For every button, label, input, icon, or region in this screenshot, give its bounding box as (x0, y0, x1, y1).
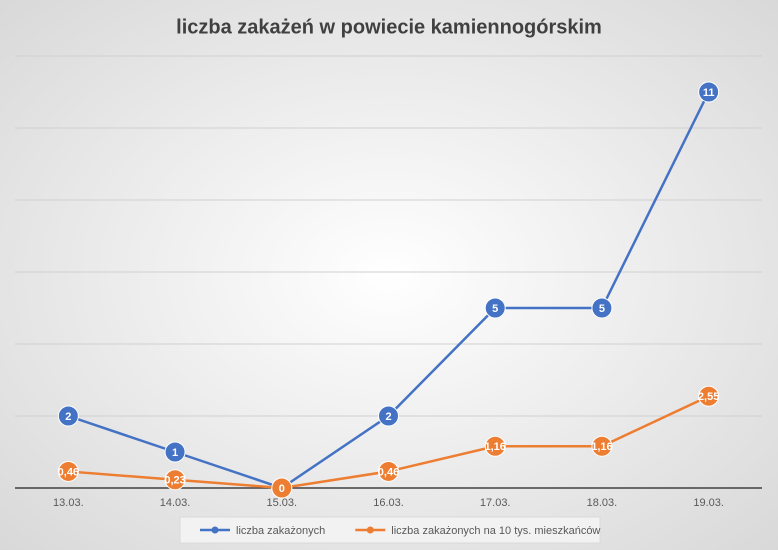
data-point (57, 460, 79, 482)
data-label: 0,46 (58, 466, 79, 478)
data-label: 11 (703, 87, 715, 99)
x-tick-label: 17.03. (480, 497, 511, 509)
data-label: 2 (65, 411, 71, 423)
data-label: 1,16 (485, 441, 506, 453)
data-label: 2,55 (698, 391, 719, 403)
data-point (378, 460, 399, 482)
x-tick-label: 19.03. (693, 497, 724, 509)
data-point (378, 405, 399, 427)
data-label: 5 (492, 303, 498, 315)
data-label: 0,23 (164, 475, 185, 487)
x-tick-label: 13.03. (53, 497, 84, 509)
legend-marker (366, 526, 374, 534)
legend-marker (211, 526, 219, 534)
data-label: 5 (599, 303, 605, 315)
x-tick-label: 14.03. (160, 497, 191, 509)
legend-label: liczba zakażonych na 10 tys. mieszkańców (391, 525, 600, 537)
data-point (591, 435, 613, 457)
x-tick-label: 18.03. (587, 497, 618, 509)
x-tick-label: 15.03. (266, 497, 297, 509)
chart-title: liczba zakażeń w powiecie kamiennogórski… (176, 16, 602, 38)
data-point (164, 469, 186, 491)
data-point (591, 297, 613, 319)
legend-box (179, 516, 601, 544)
data-point (271, 477, 293, 499)
data-point (484, 297, 506, 319)
data-label: 1 (172, 447, 178, 459)
legend-label: liczba zakażonych (236, 525, 325, 537)
data-point (698, 81, 720, 103)
data-label: 1,16 (591, 441, 612, 453)
data-point (484, 435, 506, 457)
data-label: 0,46 (378, 466, 399, 478)
data-point (164, 441, 186, 463)
data-point (698, 385, 720, 407)
data-label: 0 (279, 483, 285, 495)
x-tick-label: 16.03. (373, 497, 404, 509)
data-label: 2 (385, 411, 391, 423)
data-point (57, 405, 79, 427)
